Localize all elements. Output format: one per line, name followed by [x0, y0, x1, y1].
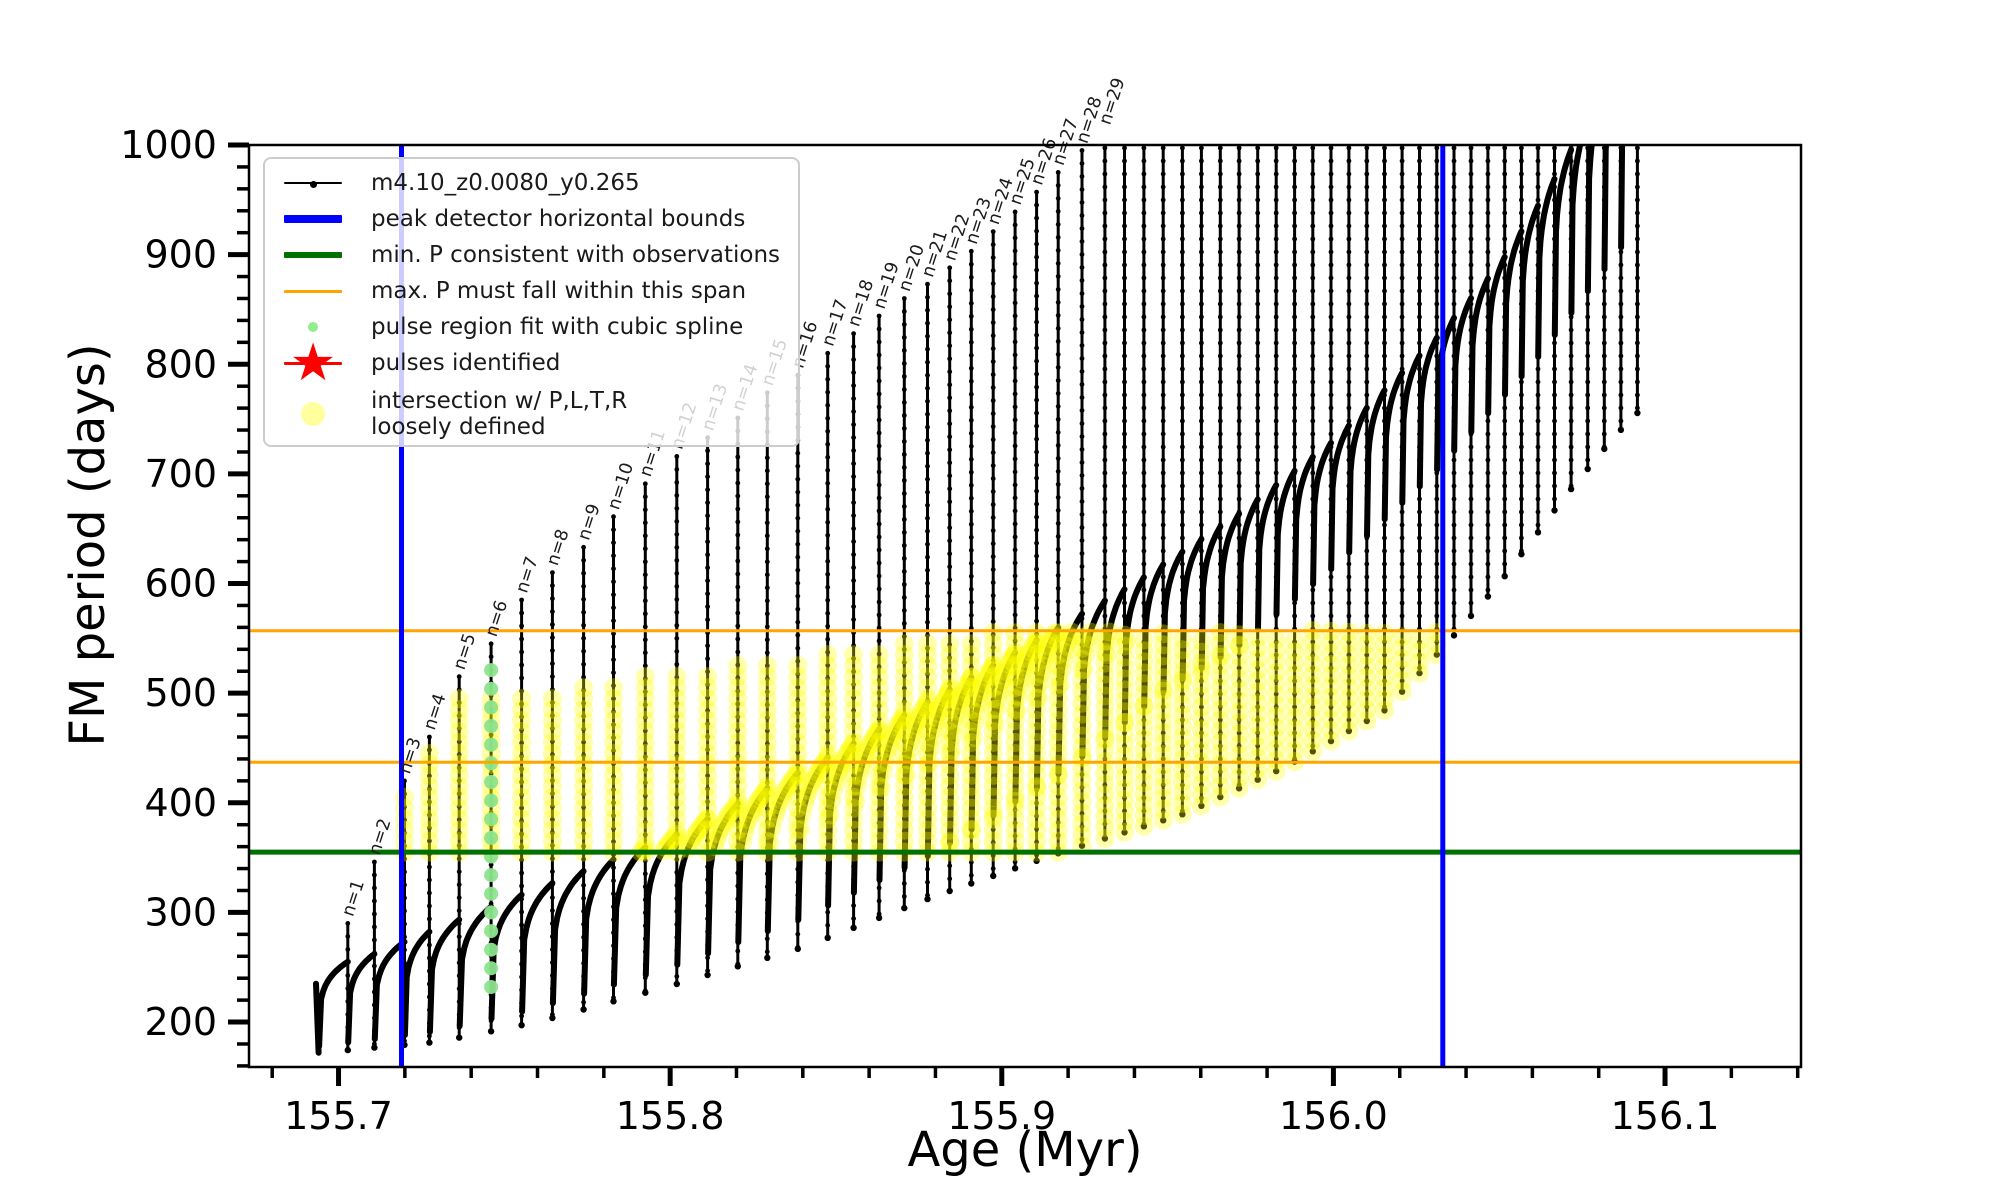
- x-tick-label: 155.9: [947, 1094, 1056, 1138]
- pulse-label-n7: n=7: [512, 554, 542, 595]
- series-dot-icon: [309, 180, 317, 188]
- legend-label: peak detector horizontal bounds: [371, 206, 746, 232]
- pulse-label-n5: n=5: [450, 631, 480, 672]
- y-tick-label: 700: [144, 452, 217, 496]
- y-tick-label: 400: [144, 781, 217, 825]
- y-tick-label: 600: [144, 562, 217, 606]
- x-tick-label: 155.8: [616, 1094, 725, 1138]
- curve-series-arcs: [313, 145, 1626, 1056]
- y-tick-label: 800: [144, 342, 217, 386]
- legend-entry-peak-bounds: peak detector horizontal bounds: [265, 201, 798, 237]
- pulse-label-n8: n=8: [543, 527, 573, 568]
- y-axis-label: FM period (days): [60, 343, 116, 747]
- green-line-icon: [284, 252, 342, 258]
- pulse-label-n10: n=10: [604, 460, 638, 512]
- legend-label: intersection w/ P,L,T,R loosely defined: [371, 388, 628, 440]
- yellow-circle-icon: [301, 402, 325, 426]
- legend-entry-spline: pulse region fit with cubic spline: [265, 309, 798, 345]
- blue-line-icon: [284, 215, 342, 223]
- x-tick-label: 156.1: [1611, 1094, 1720, 1138]
- legend-entry-series: m4.10_z0.0080_y0.265: [265, 165, 798, 201]
- legend-entry-min-p: min. P consistent with observations: [265, 237, 798, 273]
- y-tick-label: 900: [144, 233, 217, 277]
- red-line-icon: ★: [284, 336, 342, 388]
- legend-label: pulses identified: [371, 350, 561, 376]
- legend-entry-max-p: max. P must fall within this span: [265, 273, 798, 309]
- pulse-label-n4: n=4: [420, 691, 450, 732]
- legend-label: pulse region fit with cubic spline: [371, 314, 744, 340]
- pulse-label-n6: n=6: [482, 598, 512, 639]
- series-line-icon: [284, 180, 342, 188]
- green-dot-icon: [308, 322, 318, 332]
- x-tick-label: 156.0: [1279, 1094, 1388, 1138]
- y-tick-label: 200: [144, 1000, 217, 1044]
- pulse-label-n1: n=1: [339, 878, 369, 919]
- pulse-label-n9: n=9: [574, 502, 604, 543]
- y-tick-label: 300: [144, 890, 217, 934]
- y-tick-label: 500: [144, 671, 217, 715]
- legend-label: min. P consistent with observations: [371, 242, 781, 268]
- x-tick-label: 155.7: [284, 1094, 393, 1138]
- legend-label: max. P must fall within this span: [371, 278, 747, 304]
- y-tick-label: 1000: [120, 123, 217, 167]
- x-axis-label: Age (Myr): [907, 1122, 1143, 1178]
- star-icon: ★: [289, 332, 337, 393]
- legend-label: m4.10_z0.0080_y0.265: [371, 170, 640, 196]
- data-layer: [313, 145, 1641, 1056]
- axes: 155.7 155.8 155.9 156.0 156.1 200 300 400 500 600…: [120, 123, 1803, 1138]
- legend-entry-intersection: intersection w/ P,L,T,R loosely defined: [265, 381, 798, 447]
- orange-line-icon: [284, 289, 342, 293]
- legend: m4.10_z0.0080_y0.265 peak detector horiz…: [263, 157, 800, 447]
- legend-entry-pulses: ★ pulses identified: [265, 336, 798, 388]
